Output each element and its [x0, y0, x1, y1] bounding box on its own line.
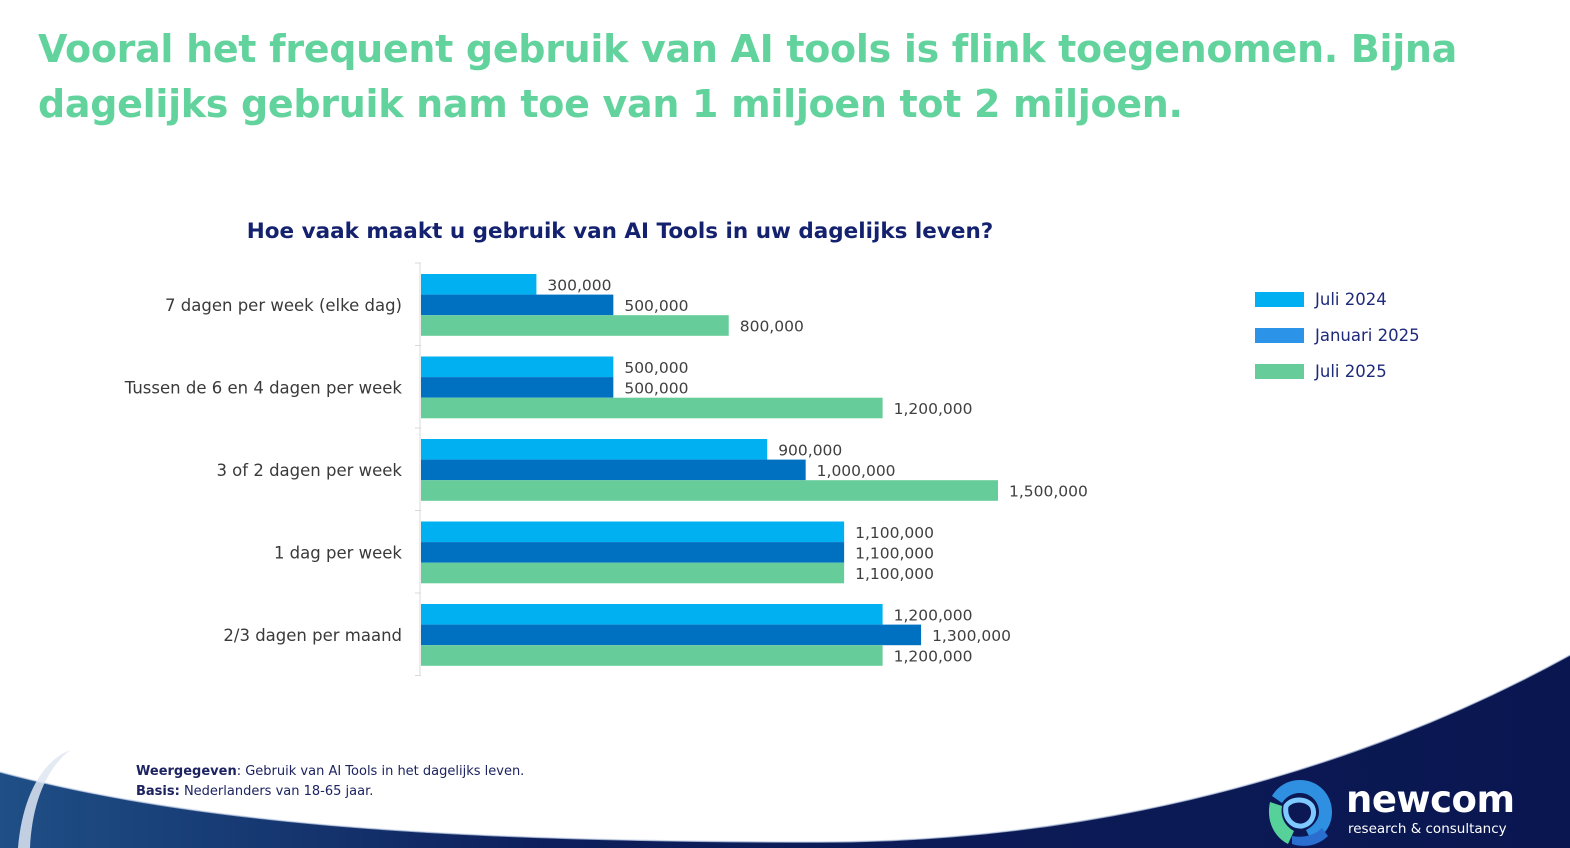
newcom-logo-tagline: research & consultancy — [1348, 821, 1507, 837]
chart-title: Hoe vaak maakt u gebruik van AI Tools in… — [247, 219, 994, 244]
footnote-shown: Weergegeven: Gebruik van AI Tools in het… — [136, 762, 524, 782]
bar — [421, 294, 614, 316]
bar — [421, 397, 883, 419]
legend: Juli 2024 Januari 2025 Juli 2025 — [1255, 290, 1420, 381]
legend-swatch — [1255, 328, 1304, 343]
data-label: 1,200,000 — [894, 400, 973, 418]
footnote-basis: Basis: Nederlanders van 18-65 jaar. — [136, 782, 524, 802]
decorative-wave — [0, 654, 1570, 848]
data-label: 1,200,000 — [894, 648, 973, 666]
bar — [421, 459, 806, 481]
legend-swatch — [1255, 292, 1304, 307]
legend-swatch — [1255, 364, 1304, 379]
newcom-logo: newcom research & consultancy — [1262, 776, 1532, 846]
category-label: Tussen de 6 en 4 dagen per week — [124, 378, 403, 397]
bar — [421, 521, 845, 543]
footnote: Weergegeven: Gebruik van AI Tools in het… — [136, 762, 524, 802]
bar — [421, 604, 883, 625]
newcom-logo-mark-icon — [1268, 780, 1332, 846]
bar — [421, 377, 614, 398]
footnote-shown-label: Weergegeven — [136, 764, 237, 779]
footnote-basis-text: Nederlanders van 18-65 jaar. — [179, 784, 374, 799]
data-label: 800,000 — [740, 318, 804, 336]
category-label: 7 dagen per week (elke dag) — [165, 296, 402, 315]
data-label: 1,100,000 — [855, 565, 934, 583]
page-headline: Vooral het frequent gebruik van AI tools… — [38, 27, 1458, 126]
category-label: 3 of 2 dagen per week — [216, 461, 402, 480]
category-label: 1 dag per week — [274, 543, 402, 562]
category-label: 2/3 dagen per maand — [223, 626, 402, 645]
data-label: 1,100,000 — [855, 544, 934, 562]
data-label: 900,000 — [778, 441, 842, 459]
data-label: 1,100,000 — [855, 524, 934, 542]
bar — [421, 542, 845, 563]
data-label: 500,000 — [624, 379, 688, 397]
data-label: 1,200,000 — [894, 606, 973, 624]
legend-label: Juli 2025 — [1314, 362, 1387, 381]
data-label: 300,000 — [547, 276, 611, 294]
bar — [421, 645, 883, 666]
newcom-logo-wordmark: newcom — [1346, 778, 1515, 821]
footnote-shown-text: : Gebruik van AI Tools in het dagelijks … — [236, 764, 525, 779]
legend-label: Juli 2024 — [1314, 290, 1387, 309]
footnote-basis-label: Basis: — [136, 784, 180, 799]
bar — [421, 480, 998, 501]
bar — [421, 315, 729, 336]
data-label: 500,000 — [624, 359, 688, 377]
data-label: 1,300,000 — [932, 627, 1011, 645]
bar — [421, 562, 845, 584]
legend-label: Januari 2025 — [1314, 326, 1420, 345]
data-label: 1,500,000 — [1009, 483, 1088, 501]
bar — [421, 439, 768, 460]
bar — [421, 274, 537, 295]
data-label: 1,000,000 — [817, 462, 896, 480]
plot-area: 7 dagen per week (elke dag) 300,000 500,00… — [124, 262, 1088, 676]
data-label: 500,000 — [624, 297, 688, 315]
bar — [421, 624, 922, 646]
bar — [421, 356, 614, 378]
